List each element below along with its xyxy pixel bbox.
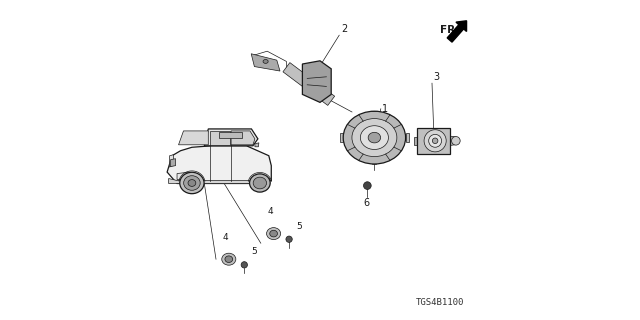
Polygon shape <box>219 132 241 138</box>
Polygon shape <box>252 54 280 71</box>
Text: 5: 5 <box>296 222 302 231</box>
Polygon shape <box>204 129 258 146</box>
Text: TGS4B1100: TGS4B1100 <box>416 298 465 307</box>
Ellipse shape <box>180 172 204 194</box>
Polygon shape <box>413 137 417 145</box>
Ellipse shape <box>352 119 397 156</box>
Polygon shape <box>171 159 175 167</box>
Polygon shape <box>231 131 255 145</box>
Ellipse shape <box>429 134 442 147</box>
Ellipse shape <box>433 138 438 144</box>
Ellipse shape <box>241 262 248 268</box>
Text: 1: 1 <box>383 104 388 114</box>
Ellipse shape <box>267 228 281 240</box>
Ellipse shape <box>343 111 406 164</box>
Polygon shape <box>406 133 409 142</box>
Polygon shape <box>170 155 173 167</box>
Polygon shape <box>177 172 189 180</box>
Ellipse shape <box>452 137 460 145</box>
Text: 5: 5 <box>252 247 257 256</box>
Polygon shape <box>417 128 451 154</box>
Polygon shape <box>447 21 467 42</box>
Ellipse shape <box>263 60 268 63</box>
Ellipse shape <box>424 130 446 152</box>
Text: 6: 6 <box>364 198 369 208</box>
Ellipse shape <box>253 177 266 189</box>
Ellipse shape <box>188 180 196 186</box>
Ellipse shape <box>221 253 236 265</box>
Polygon shape <box>255 143 259 147</box>
Ellipse shape <box>184 176 200 190</box>
Polygon shape <box>167 146 271 183</box>
Ellipse shape <box>368 132 381 143</box>
Polygon shape <box>283 63 335 105</box>
Ellipse shape <box>364 182 371 189</box>
Text: 3: 3 <box>434 72 440 82</box>
Polygon shape <box>168 179 270 183</box>
Polygon shape <box>302 61 332 102</box>
Polygon shape <box>211 131 230 145</box>
Text: 4: 4 <box>268 207 273 216</box>
Ellipse shape <box>250 174 270 192</box>
Text: 2: 2 <box>340 24 347 34</box>
Text: FR.: FR. <box>440 25 460 36</box>
Ellipse shape <box>286 236 292 243</box>
Ellipse shape <box>225 256 233 262</box>
Polygon shape <box>179 131 208 145</box>
Ellipse shape <box>360 126 388 149</box>
Polygon shape <box>451 136 456 145</box>
Ellipse shape <box>269 230 278 237</box>
Polygon shape <box>340 133 343 142</box>
Text: 4: 4 <box>223 233 228 242</box>
